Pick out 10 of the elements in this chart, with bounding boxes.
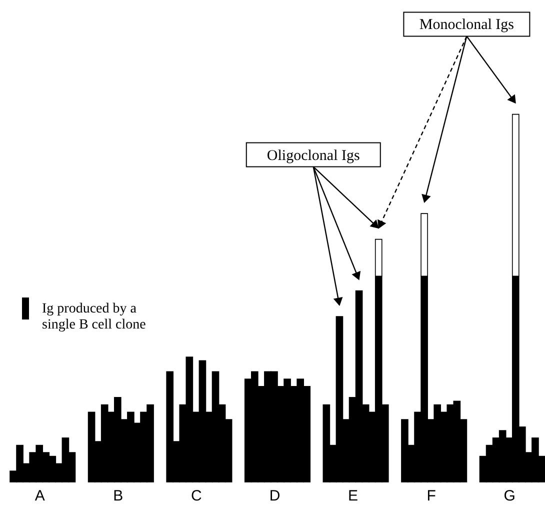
text: Monoclonal Igs: [419, 17, 514, 34]
annotation: Oligoclonal Igs: [266, 148, 360, 164]
legend-label: Ig produced by a single B cell clone: [42, 302, 146, 332]
x-tick-label: F: [426, 488, 436, 504]
x-tick-label: A: [34, 488, 45, 504]
x-tick-label: D: [269, 488, 280, 504]
x-tick-label: C: [191, 488, 202, 504]
x-tick-label: G: [504, 488, 516, 504]
x-tick-label: E: [348, 488, 358, 504]
x-tick-label: B: [113, 488, 124, 504]
